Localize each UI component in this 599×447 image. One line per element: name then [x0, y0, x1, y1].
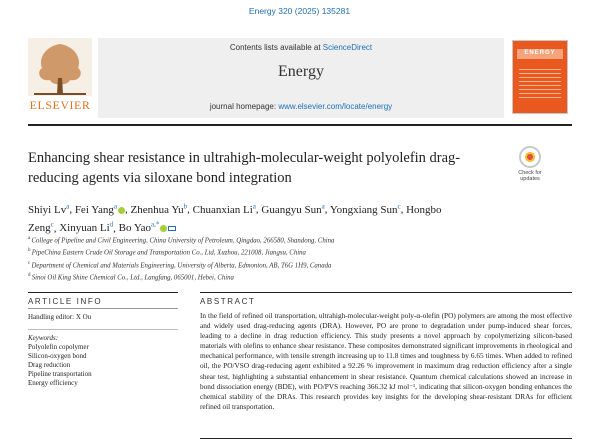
keyword: Polyolefin copolymer [28, 343, 89, 351]
elsevier-logo[interactable]: ELSEVIER [28, 38, 92, 116]
cover-title: ENERGY [524, 50, 556, 56]
affiliation-marker[interactable]: c [50, 220, 54, 229]
homepage-link[interactable]: www.elsevier.com/locate/energy [278, 102, 393, 111]
author-name[interactable]: Zhenhua Yub [130, 202, 188, 216]
affiliation-label: a [28, 236, 32, 241]
keyword: Silicon-oxygen bond [28, 352, 87, 360]
author-name-text: Fei Yang [74, 203, 114, 216]
author-name-text: Guangyu Sun [261, 203, 322, 216]
author-name-text: Bo Yao [118, 222, 152, 235]
affiliation-marker[interactable]: c [397, 202, 401, 210]
affiliation: d Sinoi Oil King Shine Chemical Co., Ltd… [28, 271, 548, 283]
author-name[interactable]: Fei Yanga [74, 202, 126, 216]
author-name-text: Zhenhua Yu [130, 203, 184, 216]
author-name-text: Xinyuan Li [59, 222, 110, 235]
author-name[interactable]: Hongbo Zengc [28, 204, 442, 235]
affiliation-label: b [28, 248, 32, 254]
affiliation-marker[interactable]: a,* [151, 220, 160, 229]
bottom-rule [200, 438, 572, 439]
homepage-prefix: journal homepage: [209, 102, 279, 111]
homepage-line: journal homepage: www.elsevier.com/locat… [98, 102, 504, 111]
author-name-text: Chuanxian Li [192, 203, 253, 216]
info-rule-right [200, 292, 572, 293]
author-name-text: Shiyi Lv [28, 203, 67, 216]
affiliation-marker[interactable]: a [252, 202, 256, 210]
affiliation-marker[interactable]: a [113, 202, 118, 210]
email-icon[interactable] [168, 226, 177, 232]
editor-rule [28, 329, 178, 330]
journal-title: Energy [278, 63, 324, 80]
author-name[interactable]: Shiyi Lva [28, 202, 70, 216]
cover-text-lines [519, 69, 561, 99]
contents-line: Contents lists available at ScienceDirec… [98, 43, 504, 52]
author-name-text: Hongbo Zeng [28, 203, 442, 235]
abstract-text: In the field of refined oil transportati… [200, 311, 572, 411]
publisher-name: ELSEVIER [29, 98, 91, 112]
author-list: Shiyi Lva, Fei Yanga, Zhenhua Yub, Chuan… [28, 202, 442, 235]
author-name[interactable]: Chuanxian Lia [192, 202, 256, 216]
orcid-icon[interactable] [118, 206, 126, 214]
affiliation-text: College of Pipeline and Civil Engineerin… [31, 237, 335, 245]
abstract-heading: ABSTRACT [200, 297, 256, 306]
info-rule-left [28, 292, 178, 293]
check-for-updates-button[interactable]: Check for updates [510, 146, 550, 182]
author-name[interactable]: Yongxiang Sunc [329, 202, 401, 216]
affiliation-list: a College of Pipeline and Civil Engineer… [28, 234, 548, 283]
affiliation-label: d [28, 272, 32, 278]
affiliation-text: Sinoi Oil King Shine Chemical Co., Ltd.,… [31, 274, 234, 282]
cover-band [517, 49, 563, 59]
contents-prefix: Contents lists available at [229, 43, 323, 52]
affiliation-label: c [28, 260, 32, 266]
affiliation-marker[interactable]: d [109, 220, 114, 229]
crossmark-icon [519, 146, 541, 168]
article-title: Enhancing shear resistance in ultrahigh-… [28, 150, 461, 186]
keyword: Energy efficiency [28, 379, 78, 387]
keyword-list: Polyolefin copolymer Silicon-oxygen bond D… [28, 343, 168, 388]
keywords-label: Keywords: [28, 334, 59, 342]
author-name-text: Yongxiang Sun [329, 203, 398, 216]
affiliation-text: Department of Chemical and Materials Eng… [31, 261, 332, 269]
affiliation-marker[interactable]: b [183, 202, 188, 210]
author-name[interactable]: Xinyuan Lid [59, 220, 114, 235]
affiliation-marker[interactable]: a [321, 202, 325, 210]
affiliation-text: PipeChina Eastern Crude Oil Storage and … [31, 249, 306, 257]
affiliation-marker[interactable]: a [66, 202, 70, 210]
affiliation: c Department of Chemical and Materials E… [28, 259, 548, 271]
tree-icon [28, 38, 92, 96]
author-name[interactable]: Guangyu Suna [261, 202, 325, 216]
info-subrule [28, 308, 178, 309]
affiliation: a College of Pipeline and Civil Engineer… [28, 234, 548, 246]
journal-header: Contents lists available at ScienceDirec… [98, 38, 504, 118]
journal-cover[interactable]: ENERGY [512, 40, 568, 114]
author-name[interactable]: Bo Yaoa,* [118, 220, 177, 235]
header-rule [28, 124, 572, 126]
handling-editor: Handling editor: X Ou [28, 313, 92, 321]
affiliation: b PipeChina Eastern Crude Oil Storage an… [28, 246, 548, 258]
journal-reference[interactable]: Energy 320 (2025) 135281 [248, 6, 351, 16]
keyword: Pipeline transportation [28, 370, 92, 378]
check-updates-label: Check for updates [518, 170, 542, 182]
keywords-block: Keywords: Polyolefin copolymer Silicon-ox… [28, 334, 168, 388]
article-info-heading: ARTICLE INFO [28, 297, 103, 306]
keyword: Drag reduction [28, 361, 71, 369]
orcid-icon[interactable] [160, 225, 168, 233]
sciencedirect-link[interactable]: ScienceDirect [322, 43, 373, 52]
